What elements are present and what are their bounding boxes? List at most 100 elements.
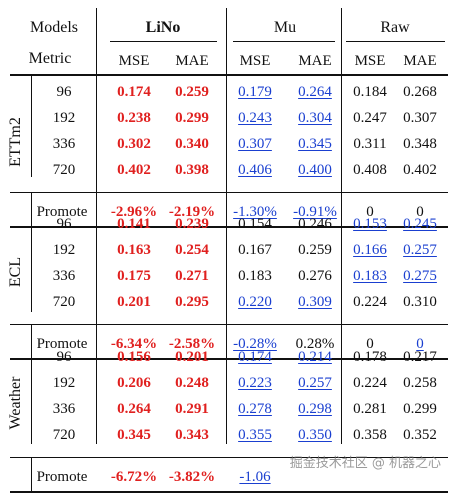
promote-cell: -0.28% [233, 336, 277, 352]
table-cell: 0.175 [117, 268, 151, 284]
promote-cell: -2.96% [110, 204, 158, 220]
dataset-label: ECL [7, 256, 24, 288]
section-bottom-rule [10, 491, 448, 493]
table-cell: 0.278 [238, 401, 272, 417]
table-cell: 0.352 [403, 427, 437, 443]
table-cell: 0.156 [117, 349, 151, 365]
table-cell: 0.248 [175, 375, 209, 391]
table-cell: 0.291 [175, 401, 209, 417]
promote-cell: -0.91% [293, 204, 337, 220]
metric-header-cell: MSE [239, 53, 271, 69]
promote-cell: -2.19% [168, 204, 216, 220]
table-cell: 0.201 [175, 349, 209, 365]
table-cell: 0.355 [238, 427, 272, 443]
horizon-label: 336 [52, 401, 76, 417]
section-rule [10, 324, 448, 325]
table-cell: 0.167 [238, 242, 272, 258]
table-cell: 0.402 [403, 162, 437, 178]
promote-divider-left [31, 457, 32, 491]
table-cell: 0.358 [353, 427, 387, 443]
table-cell: 0.247 [353, 110, 387, 126]
table-cell: 0.402 [117, 162, 151, 178]
table-cell: 0.340 [175, 136, 209, 152]
metric-header-cell: MAE [298, 53, 332, 69]
group-underline-mu [233, 41, 335, 42]
promote-cell: -6.34% [110, 336, 158, 352]
table-cell: 0.299 [403, 401, 437, 417]
section-rule [10, 457, 448, 458]
label-divider [96, 8, 97, 444]
ds-divider [31, 74, 32, 177]
dataset-label: Weather [7, 376, 24, 430]
table-cell: 0.184 [353, 84, 387, 100]
table-cell: 0.264 [298, 84, 332, 100]
table-cell: 0.178 [353, 349, 387, 365]
table-cell: 0.258 [403, 375, 437, 391]
table-cell: 0.307 [403, 110, 437, 126]
table-cell: 0.298 [298, 401, 332, 417]
table-cell: 0.271 [175, 268, 209, 284]
horizon-label: 720 [52, 294, 76, 310]
horizon-label: 96 [56, 84, 72, 100]
promote-label: Promote [36, 336, 88, 352]
table-cell: 0.398 [175, 162, 209, 178]
metric-header: Metric [28, 50, 72, 67]
metric-header-cell: MAE [403, 53, 437, 69]
table-cell: 0.400 [298, 162, 332, 178]
promote-cell: -2.58% [168, 336, 216, 352]
promote-cell: 0 [366, 336, 374, 352]
section-bottom-rule [10, 226, 448, 228]
ds-divider [31, 341, 32, 444]
group-underline-lino [110, 41, 217, 42]
table-cell: 0.299 [175, 110, 209, 126]
metric-header-cell: MSE [118, 53, 150, 69]
table-cell: 0.183 [238, 268, 272, 284]
table-cell: 0.201 [117, 294, 151, 310]
table-cell: 0.343 [175, 427, 209, 443]
section-rule [10, 192, 448, 193]
table-cell: 0.295 [175, 294, 209, 310]
table-cell: 0.243 [238, 110, 272, 126]
dataset-label: ETTm2 [7, 117, 24, 167]
model-name-lino: LiNo [145, 19, 181, 36]
table-cell: 0.183 [353, 268, 387, 284]
promote-cell: 0 [366, 204, 374, 220]
table-cell: 0.206 [117, 375, 151, 391]
horizon-label: 192 [52, 375, 76, 391]
promote-cell: 0 [416, 336, 424, 352]
table-cell: 0.238 [117, 110, 151, 126]
horizon-label: 96 [56, 216, 72, 232]
model-name-mu: Mu [273, 19, 297, 36]
table-cell: 0.257 [298, 375, 332, 391]
table-cell: 0.223 [238, 375, 272, 391]
table-cell: 0.345 [298, 136, 332, 152]
table-cell: 0.254 [175, 242, 209, 258]
model-name-raw: Raw [380, 19, 410, 36]
table-cell: 0.214 [298, 349, 332, 365]
table-cell: 0.309 [298, 294, 332, 310]
horizon-label: 720 [52, 162, 76, 178]
table-cell: 0.174 [117, 84, 151, 100]
table-cell: 0.239 [175, 216, 209, 232]
table-cell: 0.224 [353, 375, 387, 391]
watermark: 掘金技术社区 @ 机器之心 [289, 456, 441, 471]
table-cell: 0.275 [403, 268, 437, 284]
group-divider [341, 8, 342, 444]
horizon-label: 192 [52, 110, 76, 126]
table-cell: 0.268 [403, 84, 437, 100]
header-rule [10, 74, 448, 76]
table-cell: 0.302 [117, 136, 151, 152]
horizon-label: 336 [52, 136, 76, 152]
horizon-label: 336 [52, 268, 76, 284]
table-cell: 0.345 [117, 427, 151, 443]
table-cell: 0.307 [238, 136, 272, 152]
table-cell: 0.350 [298, 427, 332, 443]
table-cell: 0.179 [238, 84, 272, 100]
table-cell: 0.174 [238, 349, 272, 365]
table-cell: 0.408 [353, 162, 387, 178]
promote-label: Promote [36, 469, 88, 485]
table-cell: 0.224 [353, 294, 387, 310]
models-header: Models [30, 19, 78, 36]
metric-header-cell: MAE [175, 53, 209, 69]
